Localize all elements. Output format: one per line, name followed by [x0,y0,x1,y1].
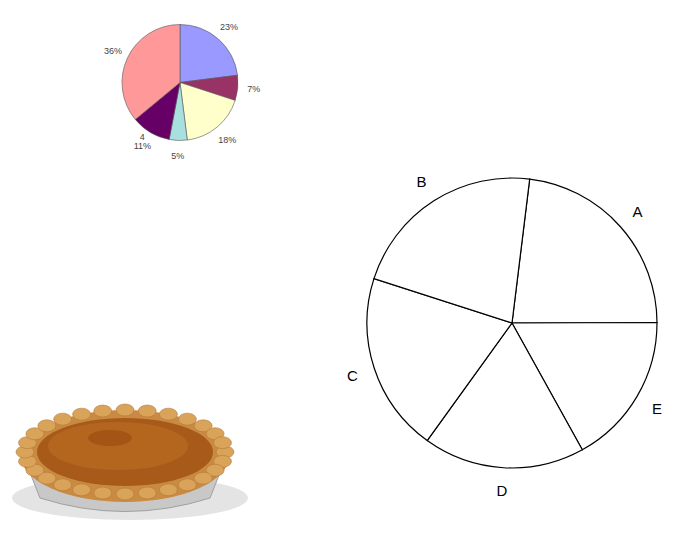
svg-text:D: D [497,482,508,499]
svg-text:4: 4 [139,132,145,143]
svg-text:E: E [652,400,662,417]
svg-text:B: B [416,173,426,190]
svg-text:18%: 18% [218,135,236,145]
svg-text:7%: 7% [247,84,260,94]
svg-text:11%: 11% [134,141,151,151]
svg-text:23%: 23% [220,22,238,32]
svg-text:A: A [633,203,643,220]
svg-text:C: C [347,367,358,384]
svg-text:36%: 36% [104,46,122,56]
svg-text:5%: 5% [171,151,184,161]
